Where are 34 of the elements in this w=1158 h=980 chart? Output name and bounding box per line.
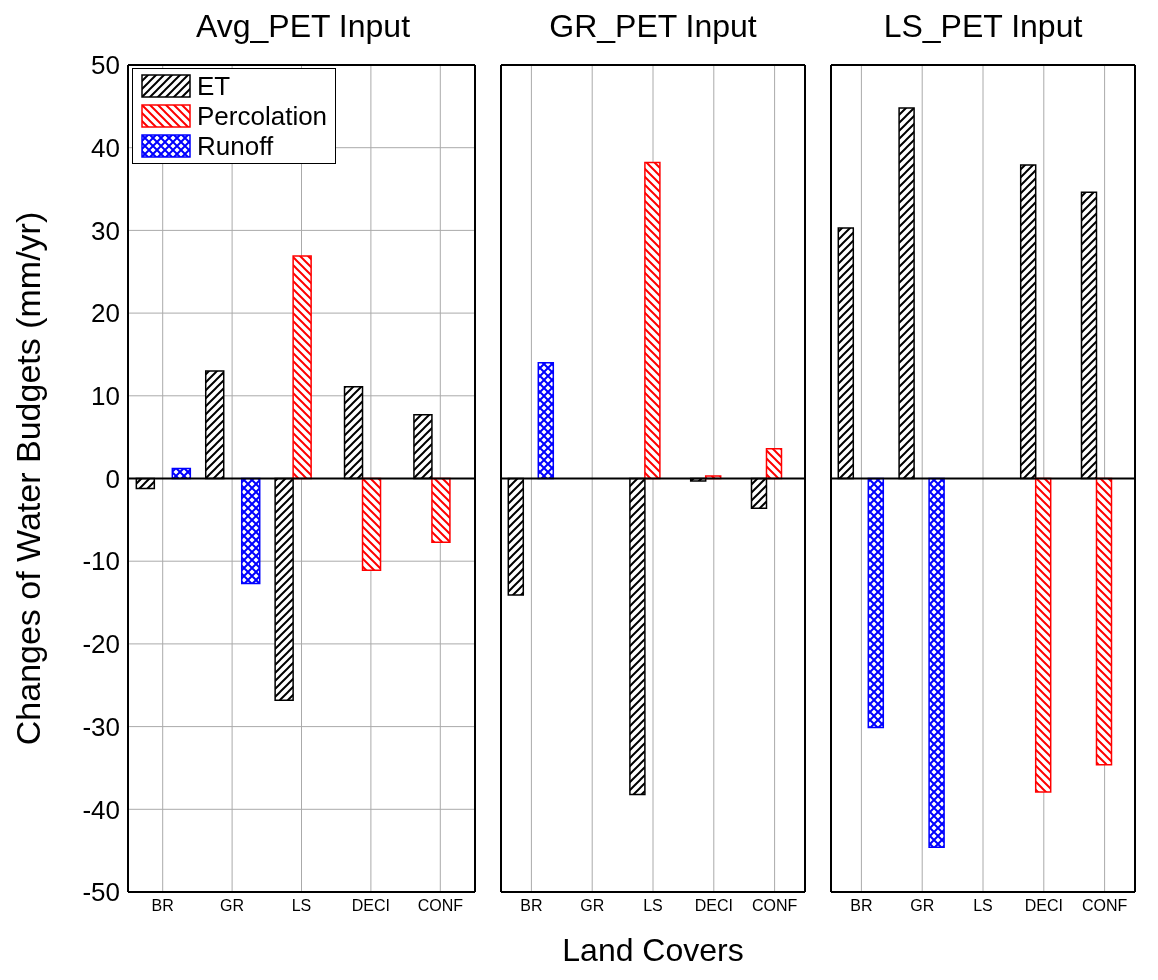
chart-title: Avg_PET Input	[194, 8, 411, 46]
legend-label: Percolation	[197, 101, 328, 131]
y-tick-label: 30	[91, 215, 120, 246]
x-tick-label: BR	[520, 897, 543, 915]
y-tick-label: 20	[91, 298, 120, 329]
x-tick-label: DECI	[694, 897, 733, 915]
legend-label: Runoff	[197, 131, 274, 161]
y-tick-label: 10	[91, 381, 120, 412]
chart-title: GR_PET Input	[549, 8, 757, 46]
x-tick-label: DECI	[351, 897, 391, 915]
y-tick-label: -30	[82, 711, 120, 742]
y-axis-title: Changes of Water Budgets (mm/yr)	[9, 211, 48, 746]
chart-title: LS_PET Input	[883, 8, 1083, 46]
x-tick-label: BR	[850, 897, 873, 915]
y-tick-label: 0	[105, 463, 120, 494]
x-tick-label: GR	[910, 897, 935, 915]
x-tick-label: GR	[220, 897, 245, 915]
x-tick-label: CONF	[751, 897, 798, 915]
x-tick-label: GR	[580, 897, 605, 915]
x-tick-label: BR	[151, 897, 174, 915]
y-tick-label: -20	[82, 629, 120, 660]
y-tick-label: 50	[91, 50, 120, 81]
x-tick-label: DECI	[1024, 897, 1063, 915]
x-tick-label: CONF	[1081, 897, 1128, 915]
x-tick-label: LS	[973, 897, 993, 915]
x-tick-label: LS	[643, 897, 663, 915]
x-tick-label: LS	[291, 897, 312, 915]
y-tick-label: -10	[82, 546, 120, 577]
y-tick-label: 40	[91, 132, 120, 163]
x-tick-label: CONF	[417, 897, 464, 915]
x-axis-title: Land Covers	[562, 932, 744, 970]
y-tick-label: -40	[82, 794, 120, 825]
legend-label: ET	[197, 71, 231, 101]
y-tick-label: -50	[82, 877, 120, 908]
